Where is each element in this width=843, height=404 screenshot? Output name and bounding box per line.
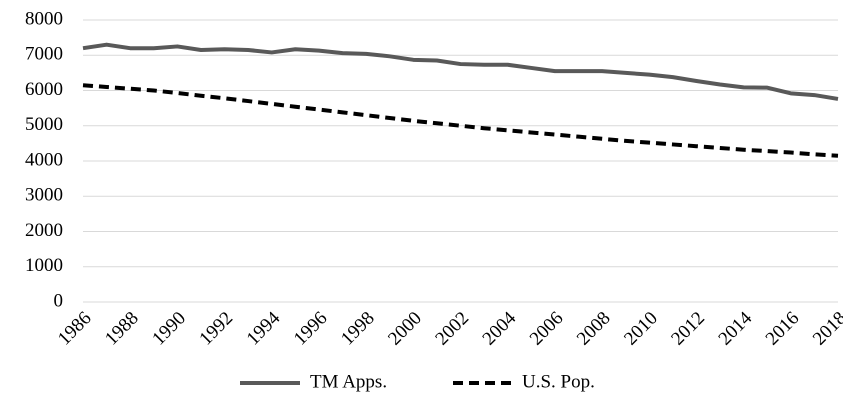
x-tick-label: 1988 bbox=[101, 308, 143, 350]
legend-label: U.S. Pop. bbox=[522, 371, 595, 392]
series-line bbox=[82, 83, 839, 158]
x-tick-label: 1994 bbox=[243, 307, 285, 349]
y-tick-label: 6000 bbox=[25, 79, 63, 100]
y-tick-label: 3000 bbox=[25, 185, 63, 206]
x-tick-label: 1986 bbox=[54, 308, 96, 350]
x-tick-label: 2014 bbox=[715, 307, 757, 349]
x-tick-label: 2002 bbox=[431, 308, 473, 350]
y-tick-label: 0 bbox=[54, 290, 64, 311]
legend-label: TM Apps. bbox=[310, 371, 387, 392]
x-tick-label: 1990 bbox=[148, 308, 190, 350]
x-tick-label: 2000 bbox=[384, 308, 426, 350]
x-tick-label: 2016 bbox=[762, 308, 804, 350]
y-tick-label: 2000 bbox=[25, 220, 63, 241]
y-tick-label: 1000 bbox=[25, 255, 63, 276]
y-tick-label: 7000 bbox=[25, 44, 63, 65]
y-tick-label: 8000 bbox=[25, 8, 63, 29]
x-tick-label: 2018 bbox=[809, 308, 843, 350]
x-tick-label: 2012 bbox=[667, 308, 709, 350]
x-tick-label: 2006 bbox=[526, 308, 568, 350]
x-tick-label: 1992 bbox=[195, 308, 237, 350]
x-tick-label: 1998 bbox=[337, 308, 379, 350]
x-tick-label: 2008 bbox=[573, 308, 615, 350]
y-tick-label: 5000 bbox=[25, 114, 63, 135]
series-line bbox=[82, 42, 839, 101]
x-tick-label: 2004 bbox=[479, 307, 521, 349]
x-tick-label: 1996 bbox=[290, 308, 332, 350]
x-tick-label: 2010 bbox=[620, 308, 662, 350]
y-tick-label: 4000 bbox=[25, 149, 63, 170]
